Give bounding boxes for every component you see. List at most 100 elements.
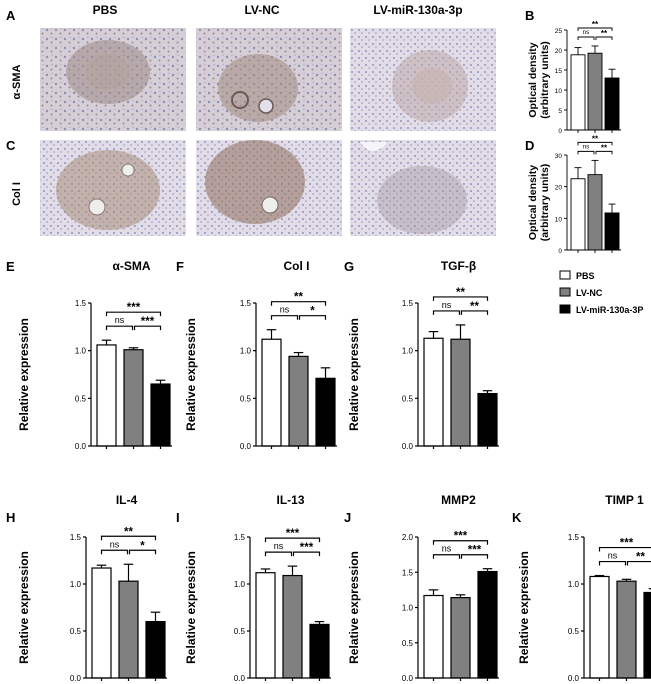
bar-j-2 <box>477 570 498 679</box>
y-tick-label-h: 1.5 <box>70 533 82 542</box>
y-tick-label-f: 1.0 <box>240 347 252 356</box>
sig-bracket-short1-g <box>432 310 461 315</box>
panel-letter-h: H <box>6 510 15 525</box>
sig-bracket-long-i <box>264 537 321 543</box>
y-tick-label-k: 1.5 <box>568 533 580 542</box>
y-axis-label-d-line2: (arbitrary units) <box>539 164 551 242</box>
sig-label-short2-b: ** <box>601 29 608 38</box>
bar-b-1 <box>587 52 603 131</box>
sig-label-long-b: ** <box>592 20 599 29</box>
sig-label-long-i: *** <box>286 528 300 540</box>
y-tick-label-e: 1.0 <box>75 347 87 356</box>
sig-label-short1-e: ns <box>115 315 125 325</box>
bar-b-2 <box>604 77 620 131</box>
sig-bracket-short2-d <box>595 150 613 155</box>
y-tick-label-j: 2.0 <box>402 533 414 542</box>
bar-f-1 <box>288 355 309 447</box>
sig-label-long-f: ** <box>294 292 303 304</box>
sig-label-short2-i: *** <box>300 542 314 554</box>
sig-bracket-short2-i <box>292 551 321 557</box>
sig-label-short2-g: ** <box>470 301 479 313</box>
bar-g-2 <box>477 392 498 447</box>
sig-label-short2-j: *** <box>468 545 482 557</box>
legend-swatch-lvmir <box>559 304 571 314</box>
sig-bracket-short1-i <box>264 551 293 557</box>
bar-d-2 <box>604 212 620 251</box>
ihc-col-lvnc: LV-NC <box>244 3 279 17</box>
y-tick-label-i: 0.0 <box>234 674 246 683</box>
y-tick-label-i: 1.5 <box>234 533 246 542</box>
sig-bracket-long-g <box>432 296 489 301</box>
sig-bracket-long-b <box>577 27 613 31</box>
y-axis-label-g: Relative expression <box>347 318 361 431</box>
sig-bracket-short2-f <box>298 315 327 320</box>
y-axis-label-i: Relative expression <box>184 551 198 664</box>
y-tick-label-k: 0.0 <box>568 674 580 683</box>
y-tick-label-d: 0 <box>558 248 562 255</box>
y-tick-label-h: 0.5 <box>70 627 82 636</box>
y-tick-label-i: 1.0 <box>234 580 246 589</box>
chart-title-i: IL-13 <box>276 493 304 507</box>
y-tick-label-k: 1.0 <box>568 580 580 589</box>
panel-letter-e: E <box>6 259 15 274</box>
sig-label-short1-k: ns <box>608 551 618 561</box>
ihc-row-col1: Col I <box>11 182 23 206</box>
sig-label-short1-i: ns <box>274 541 284 551</box>
y-axis-label-d-line1: Optical density <box>527 165 539 240</box>
y-tick-label-g: 0.5 <box>402 394 414 403</box>
y-tick-label-j: 1.5 <box>402 568 414 577</box>
sig-bracket-long-k <box>598 546 651 552</box>
y-axis-label-f: Relative expression <box>184 318 198 431</box>
sig-bracket-short2-e <box>133 325 162 331</box>
y-tick-label-f: 0.5 <box>240 394 252 403</box>
sig-bracket-long-f <box>270 301 327 306</box>
bar-b-0 <box>570 54 586 131</box>
bar-f-0 <box>261 338 282 447</box>
y-tick-label-f: 0.0 <box>240 442 252 451</box>
chart-title-h: IL-4 <box>116 493 138 507</box>
sig-label-short1-h: ns <box>110 539 120 549</box>
sig-bracket-long-e <box>105 311 162 317</box>
y-axis-label-j: Relative expression <box>347 551 361 664</box>
sig-bracket-short1-h <box>100 549 129 555</box>
bar-d-1 <box>587 174 603 251</box>
panel-letter-k: K <box>512 510 522 525</box>
sig-label-long-g: ** <box>456 287 465 299</box>
y-tick-label-e: 0.5 <box>75 394 87 403</box>
panel-letter-c: C <box>6 138 16 153</box>
ihc-image-asma-lvnc <box>196 28 342 131</box>
bar-e-1 <box>123 349 144 447</box>
ihc-col-pbs: PBS <box>93 3 118 17</box>
ihc-col-lvmir: LV-miR-130a-3p <box>373 3 462 17</box>
sig-bracket-short2-b <box>595 36 613 40</box>
panel-letter-i: I <box>176 510 180 525</box>
legend-swatch-pbs <box>559 270 571 280</box>
bar-h-2 <box>145 620 166 679</box>
y-axis-label-b-line2: (arbitrary units) <box>539 41 551 119</box>
sig-bracket-short1-e <box>105 325 134 331</box>
sig-bracket-short2-k <box>626 560 651 566</box>
sig-bracket-short1-j <box>432 554 461 559</box>
bar-k-1 <box>616 580 637 679</box>
bar-i-0 <box>255 572 276 679</box>
chart-title-k: TIMP 1 <box>605 493 644 507</box>
panel-letter-f: F <box>176 259 184 274</box>
y-tick-label-e: 0.0 <box>75 442 87 451</box>
sig-label-long-j: *** <box>454 531 468 543</box>
y-tick-label-b: 0 <box>558 128 562 135</box>
y-tick-label-h: 0.0 <box>70 674 82 683</box>
y-axis-label-h: Relative expression <box>17 551 31 664</box>
y-axis-label-b-line1: Optical density <box>527 42 539 117</box>
y-tick-label-b: 5 <box>558 108 562 115</box>
sig-bracket-long-d <box>577 141 613 146</box>
y-tick-label-j: 0.0 <box>402 674 414 683</box>
sig-bracket-short1-d <box>577 150 595 155</box>
legend: PBS LV-NC LV-miR-130a-3P <box>559 270 643 315</box>
chart-title-f: Col I <box>284 259 310 273</box>
bar-j-0 <box>423 594 444 679</box>
y-tick-label-h: 1.0 <box>70 580 82 589</box>
bar-h-0 <box>91 567 112 679</box>
ihc-image-col1-pbs <box>40 140 186 236</box>
panel-letter-g: G <box>344 259 354 274</box>
